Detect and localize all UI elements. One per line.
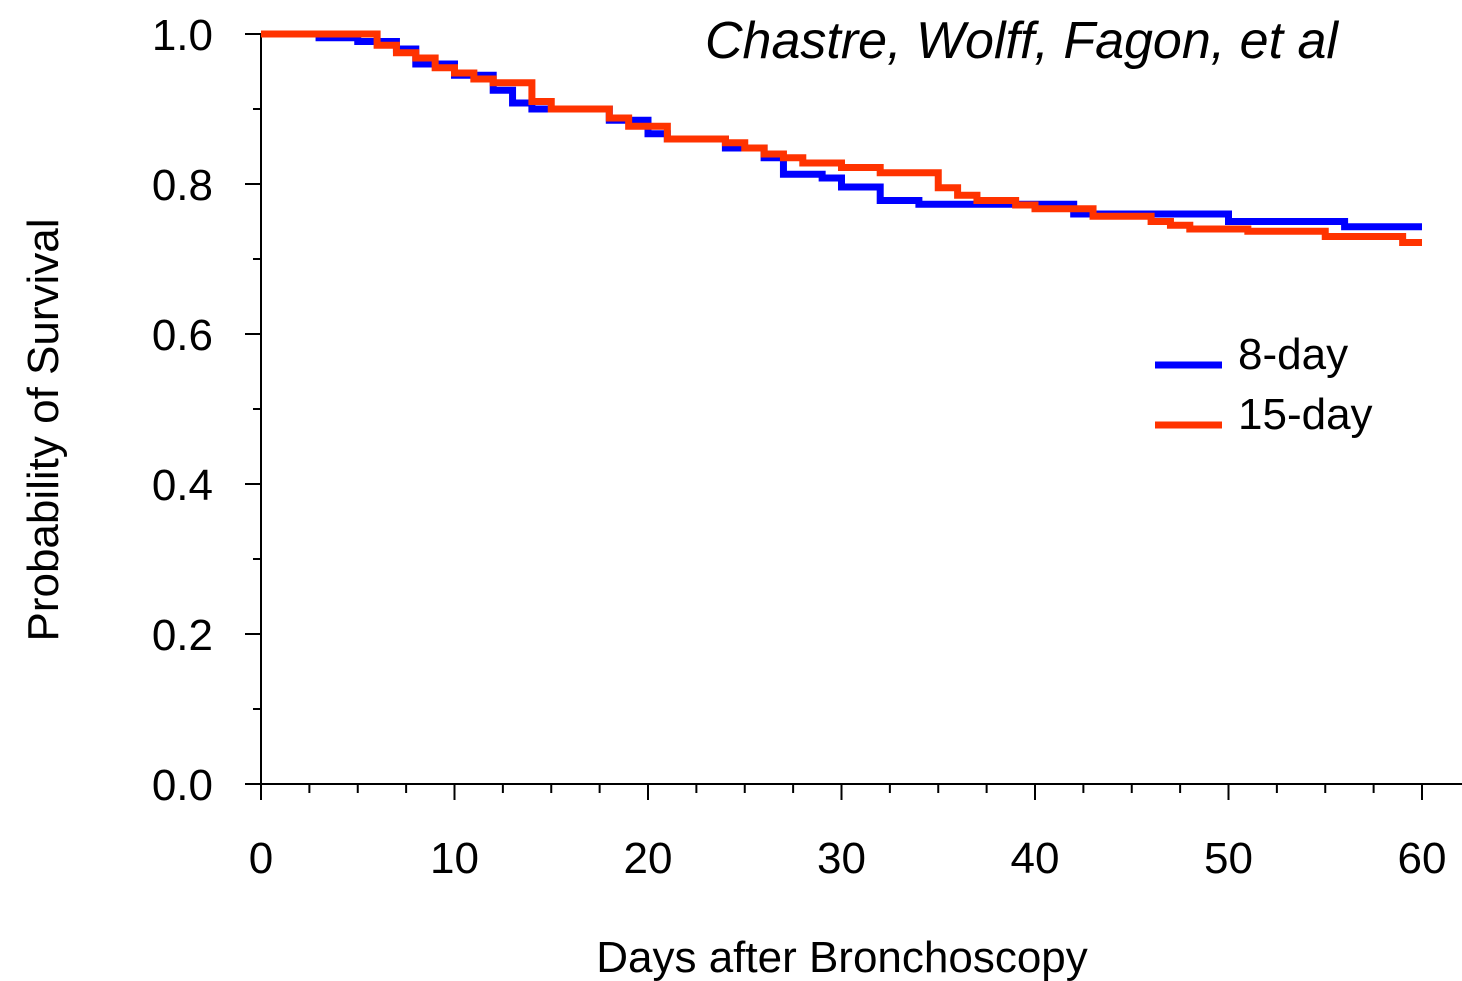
- y-tick-label: 0.4: [152, 461, 213, 510]
- x-tick-label: 40: [1011, 834, 1060, 883]
- x-tick-label: 20: [624, 834, 673, 883]
- x-tick-label: 60: [1398, 834, 1447, 883]
- y-axis-title: Probability of Survival: [19, 218, 68, 641]
- y-tick-label: 1.0: [152, 11, 213, 60]
- legend-label: 8-day: [1238, 330, 1348, 379]
- y-tick-label: 0.8: [152, 161, 213, 210]
- x-tick-label: 30: [817, 834, 866, 883]
- legend-label: 15-day: [1238, 390, 1373, 439]
- x-tick-label: 50: [1204, 834, 1253, 883]
- y-tick-label: 0.2: [152, 611, 213, 660]
- x-tick-label: 0: [249, 834, 273, 883]
- series-line-15-day: [261, 30, 1422, 246]
- y-tick-label: 0.6: [152, 311, 213, 360]
- y-tick-label: 0.0: [152, 761, 213, 810]
- x-axis-title: Days after Bronchoscopy: [596, 933, 1088, 981]
- series-layer: [261, 30, 1422, 246]
- chart-title: Chastre, Wolff, Fagon, et al: [705, 12, 1339, 70]
- legend: 8-day 15-day: [1155, 330, 1373, 439]
- x-tick-label: 10: [430, 834, 479, 883]
- axes: 0.0 0.2 0.4 0.6 0.8 1.0 0 10 20 30 40 50 60: [152, 11, 1462, 883]
